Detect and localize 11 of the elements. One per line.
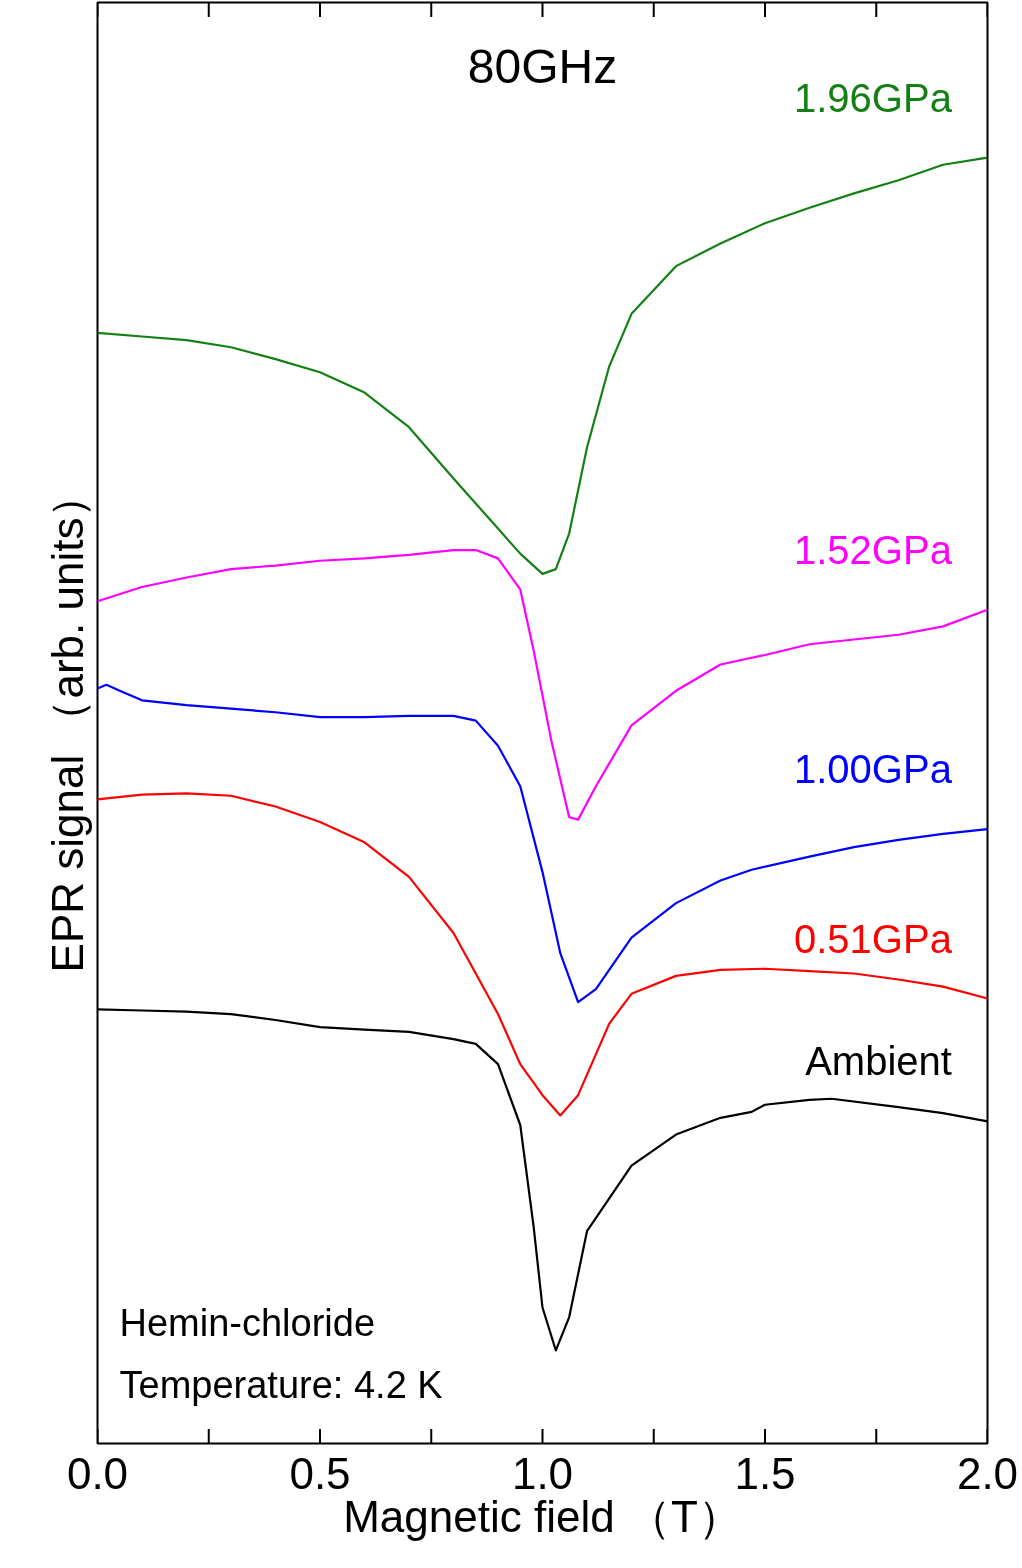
series-label: 1.96GPa — [794, 75, 953, 120]
y-axis-title: EPR signal （arb. units） — [42, 473, 92, 973]
series-label: 1.00GPa — [794, 747, 953, 792]
text: Temperature: 4.2 K — [119, 1363, 443, 1406]
x-tick-label: 0.0 — [66, 1448, 129, 1498]
series-label: 0.51GPa — [794, 916, 953, 961]
series-label: 1.52GPa — [794, 527, 953, 572]
series-label: Ambient — [805, 1039, 952, 1084]
x-tick-label: 2.0 — [956, 1448, 1019, 1498]
annotation: Hemin-chloride — [119, 1301, 376, 1344]
chart-title: 80GHz — [467, 39, 618, 93]
